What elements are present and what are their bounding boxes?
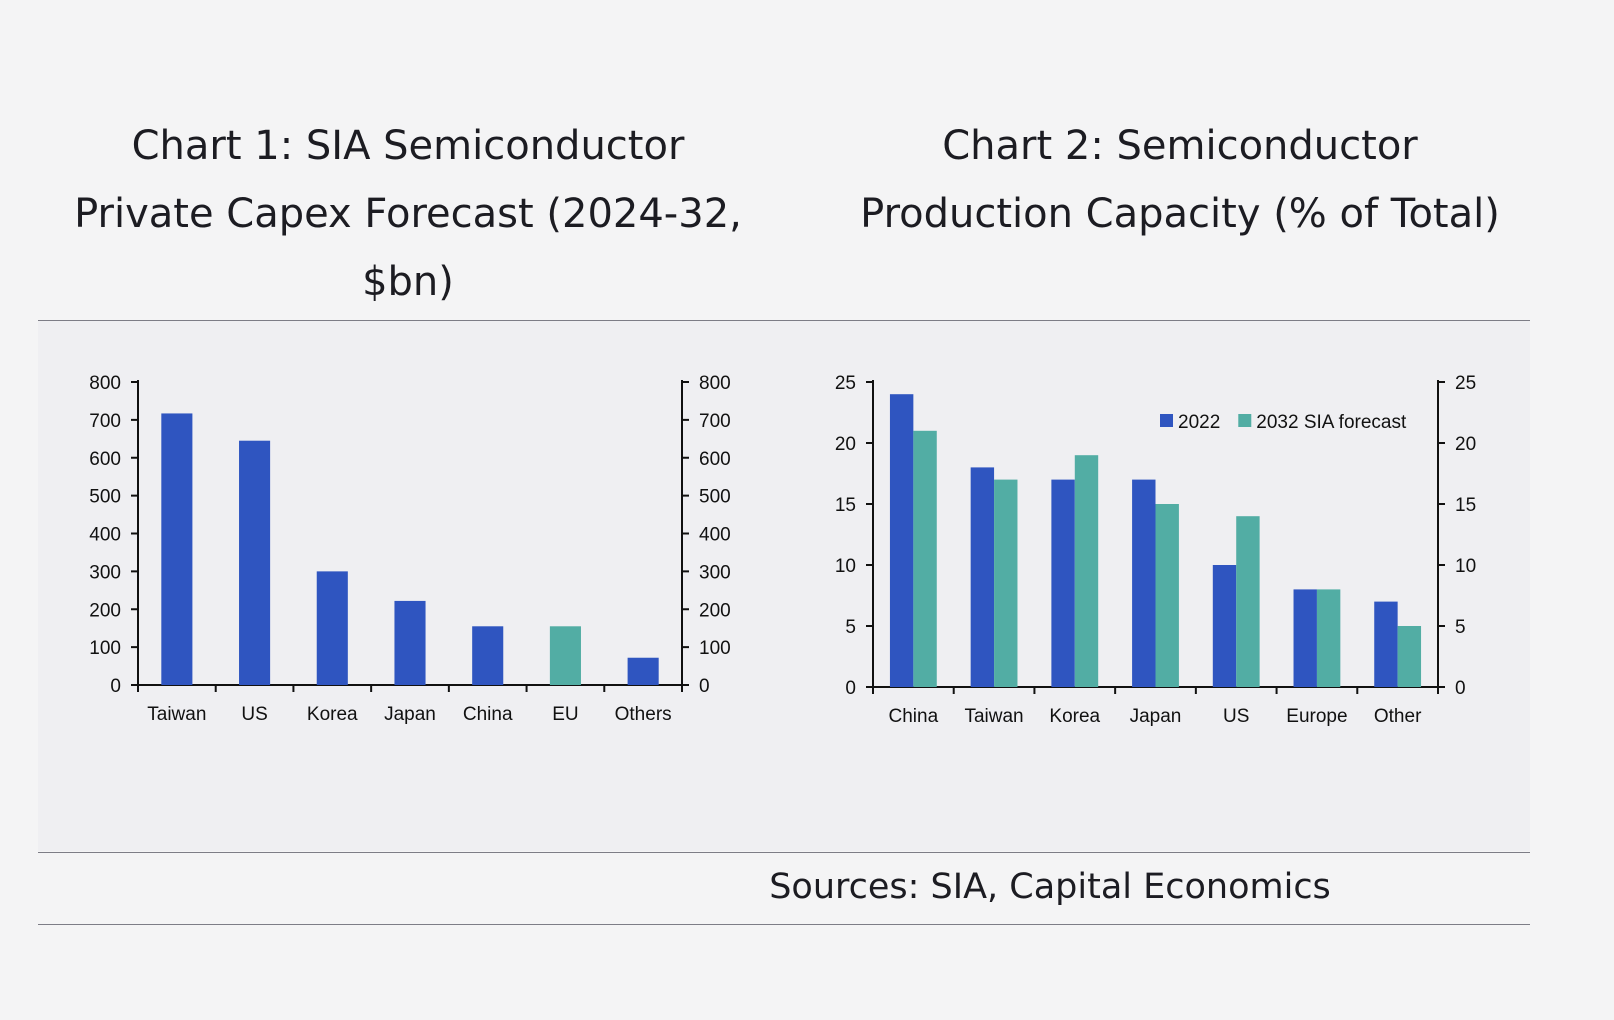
chart2-bar-series2-korea [1074,455,1099,687]
chart2-right-tick-label: 5 [1455,617,1466,638]
chart2-legend-swatch-1 [1160,414,1173,427]
chart1-left-tick-label: 800 [89,373,121,394]
chart2-left-tick-label: 25 [835,373,856,394]
chart1-right-tick-label: 600 [699,449,731,470]
chart1-x-tick-label: Taiwan [147,704,206,725]
chart1-left-tick-label: 300 [89,562,121,583]
chart1-left-tick-label: 500 [89,487,121,508]
chart1-title-line1: Chart 1: SIA Semiconductor [131,123,685,169]
chart2-legend-label-2: 2032 SIA forecast [1256,412,1407,433]
chart2-bar-series1-japan [1132,479,1156,687]
chart2-x-tick-label: Korea [1049,706,1100,727]
chart2-title-line1: Chart 2: Semiconductor [942,123,1418,169]
chart1-title-line3: $bn) [362,259,454,305]
chart1-bar-us [239,440,271,685]
chart1-left-tick-label: 700 [89,411,121,432]
chart1-left-tick-label: 400 [89,525,121,546]
chart2-bar-series1-europe [1293,589,1317,687]
chart2-x-tick-label: China [889,706,939,727]
chart1-right-tick-label: 400 [699,525,731,546]
chart2-x-tick-label: Other [1374,706,1422,727]
source-note: Sources: SIA, Capital Economics [769,867,1331,907]
bottom-divider [38,924,1530,925]
chart1-x-tick-label: US [241,704,267,725]
chart1-bar-japan [394,600,426,685]
chart1-right-tick-label: 200 [699,600,731,621]
chart1-bar-china [472,626,504,685]
chart2-right-tick-label: 25 [1455,373,1476,394]
chart1-x-tick-label: China [463,704,513,725]
top-divider [38,320,1530,321]
chart2-right-tick-label: 15 [1455,495,1476,516]
chart2-bar-series1-taiwan [970,467,995,687]
chart2-left-tick-label: 15 [835,495,856,516]
chart1-title: Chart 1: SIA Semiconductor Private Capex… [58,112,758,316]
chart2-bar-series2-us [1236,516,1260,687]
chart2-legend-swatch-2 [1238,414,1252,427]
chart2-bar-series2-taiwan [994,479,1018,687]
chart1-bar-korea [316,571,348,685]
chart2-bar-series2-japan [1155,504,1179,687]
chart2-right-tick-label: 20 [1455,434,1476,455]
chart1-left-tick-label: 100 [89,638,121,659]
charts-panel [38,321,1530,851]
chart1-x-tick-label: EU [552,704,578,725]
chart1-left-tick-label: 200 [89,600,121,621]
chart1-right-tick-label: 800 [699,373,731,394]
chart1-bar-eu [549,626,581,685]
chart1-left-tick-label: 600 [89,449,121,470]
chart2-title: Chart 2: Semiconductor Production Capaci… [800,112,1560,248]
chart2-bar-series2-europe [1316,589,1341,687]
chart1-right-tick-label: 0 [699,676,710,697]
chart2-left-tick-label: 0 [845,678,856,699]
chart2-legend-label-1: 2022 [1178,412,1220,433]
chart2-x-tick-label: US [1223,706,1249,727]
chart2-bar-series1-other [1374,601,1398,687]
chart1-right-tick-label: 300 [699,562,731,583]
chart2-left-tick-label: 20 [835,434,856,455]
middle-divider [38,852,1530,853]
chart1-bar-taiwan [161,413,193,685]
chart2-left-tick-label: 5 [845,617,856,638]
chart1-bar-others [627,657,659,685]
chart2-x-tick-label: Taiwan [964,706,1023,727]
chart2-bar-series1-korea [1051,479,1075,687]
chart1-x-tick-label: Others [615,704,672,725]
chart1-title-line2: Private Capex Forecast (2024-32, [74,191,742,237]
chart1-left-tick-label: 0 [110,676,121,697]
chart2-bar-series1-us [1212,565,1237,687]
chart2-right-tick-label: 0 [1455,678,1466,699]
chart1-right-tick-label: 500 [699,487,731,508]
chart2-bar-series1-china [889,394,914,687]
chart1-x-tick-label: Korea [307,704,358,725]
chart2-left-tick-label: 10 [835,556,856,577]
chart1-right-tick-label: 700 [699,411,731,432]
chart1-x-tick-label: Japan [384,704,436,725]
chart2-title-line2: Production Capacity (% of Total) [860,191,1500,237]
chart2-right-tick-label: 10 [1455,556,1476,577]
chart2-x-tick-label: Japan [1130,706,1182,727]
chart2-bar-series2-other [1397,626,1422,687]
chart1-right-tick-label: 100 [699,638,731,659]
chart2-bar-series2-china [913,430,937,687]
chart2-x-tick-label: Europe [1286,706,1347,727]
